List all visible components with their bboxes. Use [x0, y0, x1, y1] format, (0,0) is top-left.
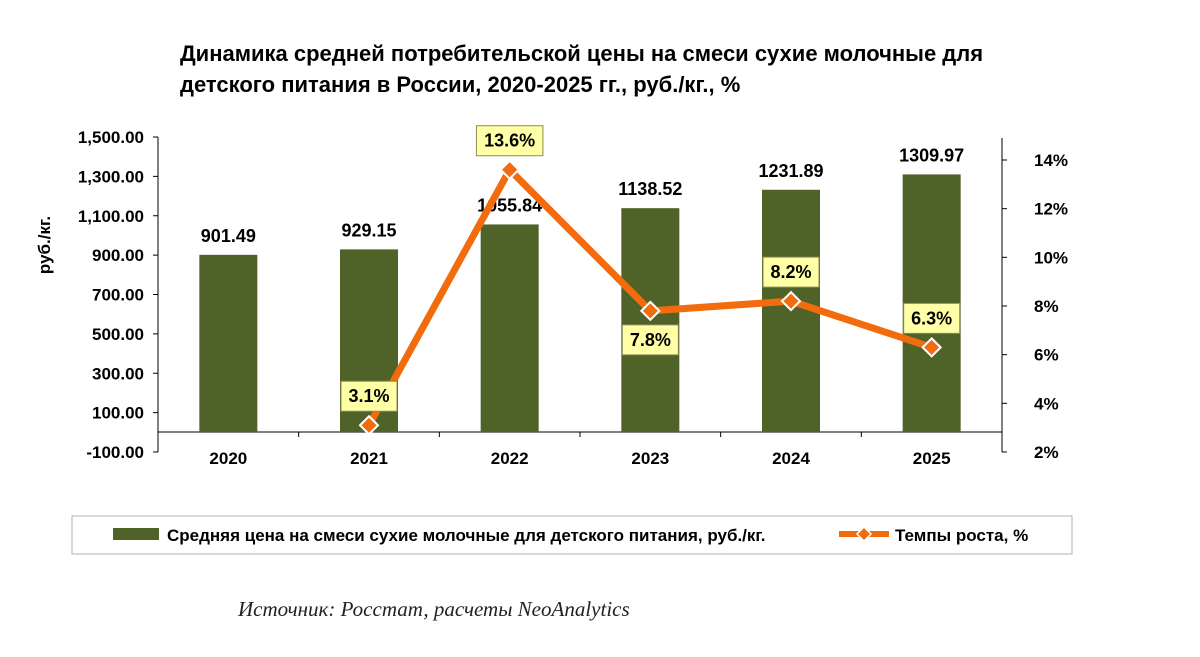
- right-axis-tick-label: 2%: [1034, 443, 1059, 462]
- growth-value-label: 13.6%: [484, 131, 535, 151]
- left-axis-title: руб./кг.: [35, 216, 54, 274]
- growth-value-label-box: [340, 380, 398, 412]
- left-axis-tick-label: -100.00: [86, 443, 144, 462]
- category-label: 2021: [350, 449, 388, 468]
- bar: [480, 224, 539, 432]
- growth-marker: [499, 159, 521, 181]
- left-axis-tick-label: 1,100.00: [78, 207, 144, 226]
- category-label: 2023: [631, 449, 669, 468]
- growth-value-label: 6.3%: [911, 308, 952, 328]
- left-axis-tick-label: 1,500.00: [78, 128, 144, 147]
- category-label: 2025: [913, 449, 951, 468]
- right-axis-tick-label: 14%: [1034, 151, 1068, 170]
- bar: [199, 254, 258, 432]
- legend-bar-swatch: [113, 528, 159, 540]
- left-axis-tick-label: 500.00: [92, 325, 144, 344]
- source-note: Источник: Росстат, расчеты NeoAnalytics: [238, 597, 630, 621]
- bar-value-label: 901.49: [201, 226, 256, 246]
- legend-line-marker: [855, 525, 873, 543]
- left-axis-tick-label: 100.00: [92, 404, 144, 423]
- bar-value-label: 929.15: [341, 220, 396, 240]
- left-axis-tick-label: 700.00: [92, 286, 144, 305]
- left-axis-tick-label: 300.00: [92, 364, 144, 383]
- chart-title-line-1: Динамика средней потребительской цены на…: [180, 41, 984, 66]
- category-label: 2020: [209, 449, 247, 468]
- category-label: 2024: [772, 449, 810, 468]
- growth-marker: [921, 336, 943, 358]
- growth-marker: [358, 414, 380, 436]
- bar-value-label: 1138.52: [618, 179, 682, 199]
- category-label: 2022: [491, 449, 529, 468]
- legend-line-label: Темпы роста, %: [895, 526, 1028, 545]
- growth-value-label-box: [621, 324, 679, 356]
- left-axis-tick-label: 900.00: [92, 246, 144, 265]
- growth-value-label: 7.8%: [630, 330, 671, 350]
- growth-value-label: 3.1%: [348, 386, 389, 406]
- chart-title-line-2: детского питания в России, 2020-2025 гг.…: [180, 72, 741, 97]
- growth-value-label-box: [762, 256, 820, 288]
- left-axis-tick-label: 1,300.00: [78, 167, 144, 186]
- growth-value-label-box: [903, 302, 961, 334]
- growth-value-label: 8.2%: [770, 262, 811, 282]
- right-axis-tick-label: 4%: [1034, 394, 1059, 413]
- legend-box: [71, 515, 1073, 555]
- growth-marker: [639, 300, 661, 322]
- bar-value-label: 1309.97: [899, 145, 964, 165]
- right-axis-tick-label: 6%: [1034, 346, 1059, 365]
- right-axis-tick-label: 8%: [1034, 297, 1059, 316]
- growth-marker: [780, 290, 802, 312]
- right-axis-tick-label: 12%: [1034, 200, 1068, 219]
- right-axis-tick-label: 10%: [1034, 248, 1068, 267]
- chart-title: Динамика средней потребительской цены на…: [180, 38, 1140, 100]
- legend-bar-label: Средняя цена на смеси сухие молочные для…: [167, 526, 766, 545]
- bar-value-label: 1231.89: [758, 161, 823, 181]
- growth-value-label-box: [475, 125, 544, 157]
